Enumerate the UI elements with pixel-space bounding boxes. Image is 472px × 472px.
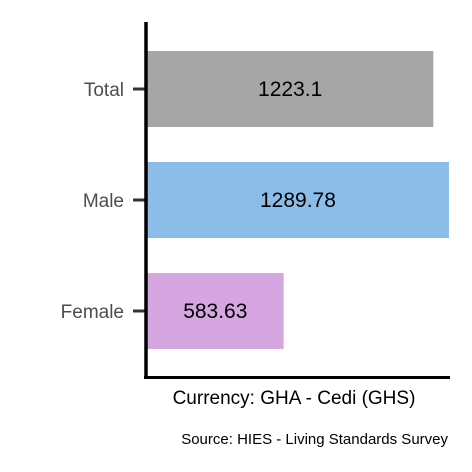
y-tick-label-male: Male <box>83 191 124 212</box>
bar-total <box>147 51 434 127</box>
source-caption: Source: HIES - Living Standards Survey <box>181 431 448 448</box>
bar-value-label-total: 1223.1 <box>258 78 322 101</box>
y-tick-label-total: Total <box>84 80 124 101</box>
bar-male <box>147 162 449 238</box>
y-ticks-group: Total Male Female <box>61 80 146 323</box>
x-axis-label: Currency: GHA - Cedi (GHS) <box>173 388 416 409</box>
bar-value-label-female: 583.63 <box>183 300 247 323</box>
bars-group: 1223.1 1289.78 583.63 <box>147 51 449 349</box>
bar-female <box>147 273 284 349</box>
y-tick-label-female: Female <box>61 302 124 323</box>
bar-value-label-male: 1289.78 <box>260 189 336 212</box>
